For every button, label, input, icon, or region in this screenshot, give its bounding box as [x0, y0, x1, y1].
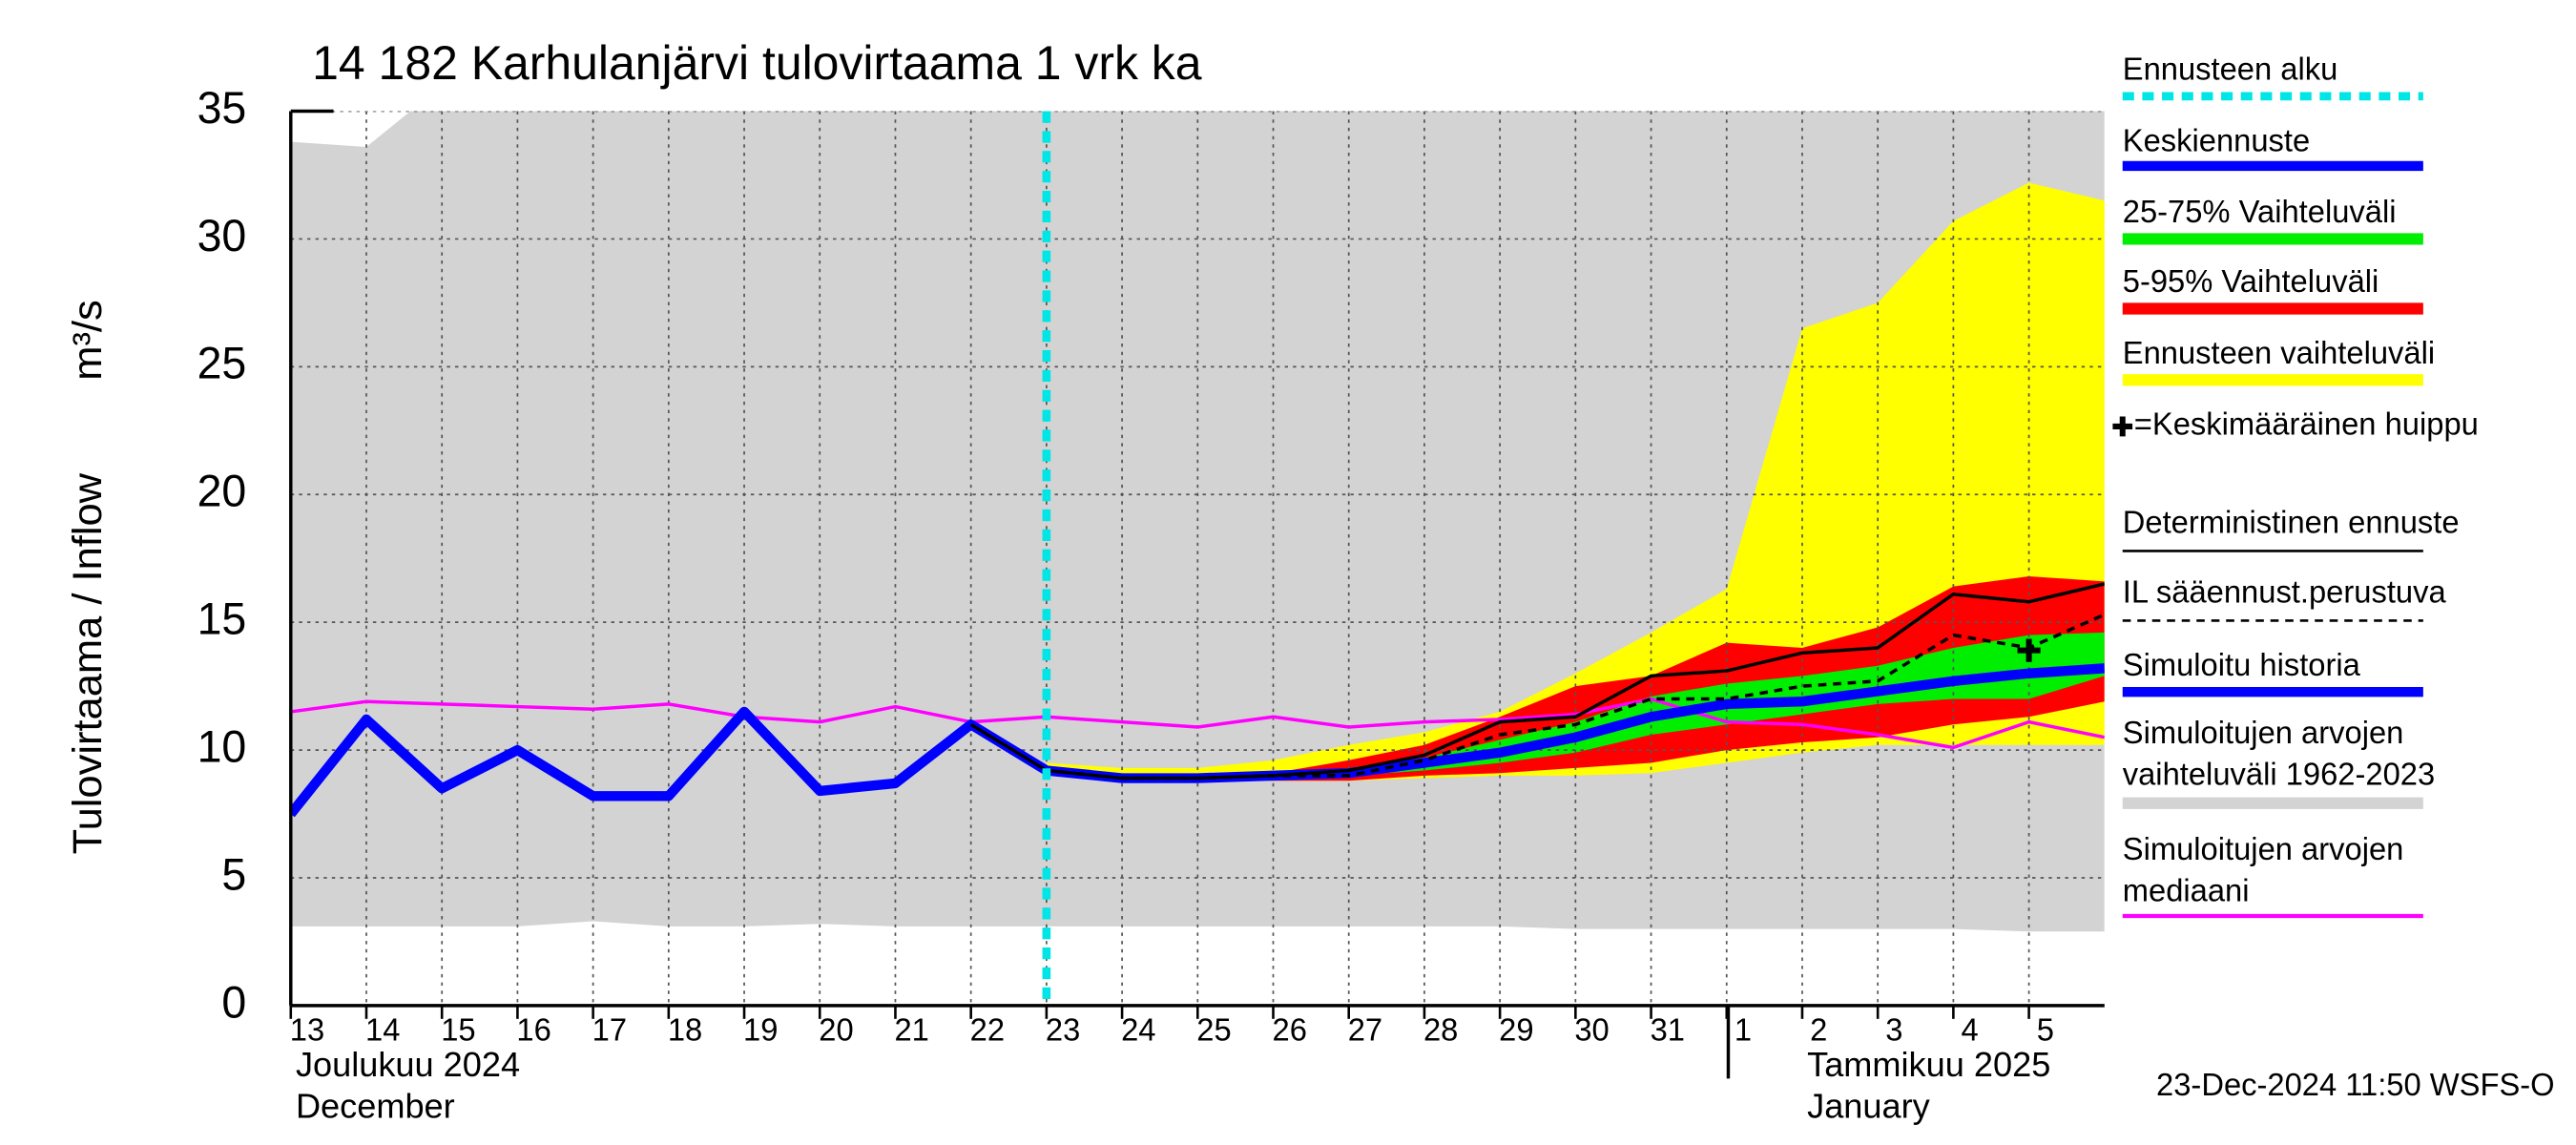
legend-text: 5-95% Vaihteluväli — [2122, 265, 2379, 301]
y-axis-label: Tulovirtaama / Inflow — [65, 472, 111, 854]
x-tick-label: 23 — [1046, 1011, 1080, 1047]
legend-label: Simuloitu historia — [2122, 649, 2360, 684]
month-label: Joulukuu 2024 — [296, 1045, 520, 1084]
legend-label: Ennusteen alku — [2122, 52, 2338, 89]
x-tick-label: 27 — [1348, 1011, 1382, 1047]
y-tick-label: 20 — [197, 466, 247, 515]
month-label: Tammikuu 2025 — [1807, 1045, 2050, 1084]
x-tick-label: 29 — [1499, 1011, 1533, 1047]
chart-title: 14 182 Karhulanjärvi tulovirtaama 1 vrk … — [312, 36, 1201, 90]
legend-label: Simuloitujen arvojen vaihteluväli 1962-2… — [2122, 717, 2436, 794]
x-tick-label: 26 — [1273, 1011, 1307, 1047]
month-label: December — [296, 1086, 455, 1125]
x-tick-label: 17 — [592, 1011, 627, 1047]
series-line — [1046, 613, 2105, 781]
x-tick-label: 2 — [1810, 1011, 1827, 1047]
x-tick-label: 20 — [819, 1011, 853, 1047]
x-tick-label: 30 — [1574, 1011, 1609, 1047]
x-tick-label: 22 — [970, 1011, 1005, 1047]
x-tick-label: 28 — [1423, 1011, 1458, 1047]
x-tick-label: 13 — [290, 1011, 324, 1047]
x-tick-label: 16 — [516, 1011, 551, 1047]
x-tick-label: 4 — [1962, 1011, 1979, 1047]
legend-peak-icon — [2112, 416, 2133, 437]
mean-peak-marker — [2017, 638, 2041, 662]
legend-label: 5-95% Vaihteluväli — [2122, 265, 2379, 301]
legend-label: Ennusteen vaihteluväli — [2122, 337, 2436, 372]
series-line — [969, 582, 2105, 781]
y-tick-label: 0 — [221, 977, 246, 1027]
series-line — [290, 697, 2105, 750]
x-tick-label: 25 — [1196, 1011, 1231, 1047]
legend-label: 25-75% Vaihteluväli — [2122, 196, 2397, 231]
plot-area — [290, 111, 2105, 1006]
y-tick-label: 10 — [197, 721, 247, 771]
x-tick-label: 31 — [1651, 1011, 1685, 1047]
y-tick-label: 25 — [197, 339, 247, 388]
legend-text: Ennusteen alku — [2122, 52, 2338, 89]
month-label: January — [1807, 1086, 1930, 1125]
x-tick-label: 3 — [1885, 1011, 1902, 1047]
x-tick-label: 21 — [894, 1011, 928, 1047]
x-tick-label: 19 — [743, 1011, 778, 1047]
legend-text: Simuloitujen arvojen vaihteluväli 1962-2… — [2122, 717, 2436, 794]
series-line — [290, 706, 1049, 818]
legend-text: =Keskimääräinen huippu — [2133, 407, 2479, 444]
x-tick-label: 15 — [441, 1011, 475, 1047]
legend-label: Keskiennuste — [2122, 124, 2311, 159]
x-tick-label: 24 — [1121, 1011, 1155, 1047]
y-tick-label: 15 — [197, 593, 247, 643]
y-tick-label: 30 — [197, 211, 247, 260]
x-tick-label: 1 — [1735, 1011, 1752, 1047]
legend-text: Keskiennuste — [2122, 124, 2311, 159]
y-tick-label: 35 — [197, 83, 247, 133]
x-tick-label: 5 — [2037, 1011, 2054, 1047]
legend-text: Deterministinen ennuste — [2122, 506, 2460, 541]
legend-text: 25-75% Vaihteluväli — [2122, 196, 2397, 231]
range-band — [1046, 182, 2105, 781]
legend-text: Simuloitujen arvojen mediaani — [2122, 833, 2404, 910]
legend-label: Simuloitujen arvojen mediaani — [2122, 833, 2404, 910]
y-tick-label: 5 — [221, 849, 246, 899]
footer: 23-Dec-2024 11:50 WSFS-O — [2156, 1067, 2555, 1102]
legend-text: IL sääennust.perustuva — [2122, 575, 2446, 611]
legend-text: Ennusteen vaihteluväli — [2122, 337, 2436, 372]
y-axis-unit: m³/s — [65, 300, 111, 380]
x-tick-label: 18 — [668, 1011, 702, 1047]
range-band — [1046, 632, 2105, 779]
legend-label: Deterministinen ennuste — [2122, 506, 2460, 541]
legend-label: =Keskimääräinen huippu — [2133, 407, 2479, 444]
x-tick-label: 14 — [365, 1011, 400, 1047]
legend-text: Simuloitu historia — [2122, 649, 2360, 684]
legend-label: IL sääennust.perustuva — [2122, 575, 2446, 611]
